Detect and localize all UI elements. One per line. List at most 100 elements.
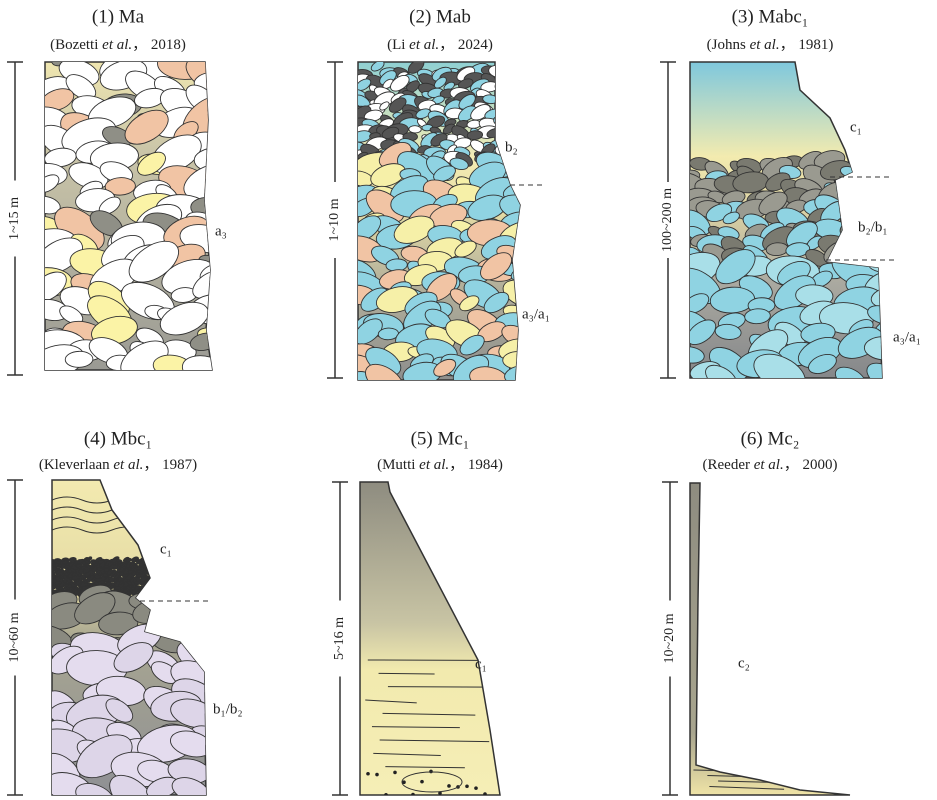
clast (152, 592, 159, 597)
clast (483, 291, 510, 314)
clast (202, 573, 206, 579)
lamina (373, 752, 441, 756)
citation-part: ， 2018) (132, 37, 186, 53)
scale-gap (331, 600, 349, 677)
dot (384, 792, 388, 795)
clast (188, 563, 195, 568)
clast (179, 559, 188, 566)
clast (179, 588, 188, 596)
clast (174, 557, 183, 565)
clast (690, 346, 705, 364)
panel-title: (3) Mabc₁ (732, 6, 809, 27)
clast (179, 570, 187, 576)
clast (182, 581, 190, 587)
scale-gap (6, 180, 24, 257)
clast (197, 584, 204, 590)
clast (147, 584, 155, 591)
clast (157, 578, 166, 584)
clast (187, 589, 195, 595)
lamina (387, 686, 490, 688)
clast (176, 562, 183, 568)
clast (506, 65, 520, 75)
clast (433, 165, 456, 182)
clast (149, 584, 156, 589)
clast (200, 557, 206, 564)
clast (174, 590, 182, 596)
clast (180, 558, 188, 564)
dot (465, 784, 469, 789)
panel-title: (6) Mc₂ (741, 428, 800, 449)
clast (203, 567, 206, 573)
facies-label: b₁/b₂ (213, 701, 243, 717)
clast (170, 589, 179, 595)
clast (131, 571, 137, 577)
clast (163, 566, 170, 571)
clast (866, 362, 882, 378)
clast (705, 364, 738, 378)
clast (188, 590, 196, 595)
clast (170, 566, 178, 573)
clast (862, 166, 882, 179)
clast (184, 572, 193, 579)
clast (183, 570, 192, 577)
clast (193, 568, 201, 574)
facies-label: c₁ (850, 119, 862, 135)
clast (454, 240, 477, 258)
clast (45, 195, 61, 215)
lamina (378, 672, 435, 675)
clast (201, 575, 206, 582)
clast (187, 568, 196, 574)
clast (863, 336, 882, 361)
clast (167, 569, 176, 576)
clast (192, 556, 201, 564)
clast (808, 353, 837, 374)
clast (171, 578, 179, 584)
panel-title: (1) Ma (92, 6, 145, 27)
clast (198, 585, 206, 592)
clast (105, 698, 134, 723)
clast (170, 730, 206, 758)
clast (459, 334, 485, 356)
facies-label: b₂ (505, 139, 518, 155)
clast (184, 588, 193, 594)
citation-part: et al. (754, 457, 784, 473)
clast (45, 174, 60, 193)
clast (152, 580, 161, 586)
clasts (45, 62, 212, 370)
clast (198, 571, 205, 577)
clast (170, 562, 179, 569)
clast (190, 582, 196, 588)
clast (365, 363, 405, 380)
clast (388, 97, 407, 113)
scale-label: 1~10 m (327, 198, 342, 241)
clast (191, 571, 199, 577)
clast (189, 564, 196, 571)
dot (366, 771, 370, 776)
clast (167, 577, 175, 584)
clast (161, 591, 170, 597)
clast (173, 576, 182, 582)
clast (148, 568, 156, 574)
clast (867, 238, 882, 249)
clast (186, 571, 195, 577)
facies-label: c₁ (160, 541, 172, 557)
clast (193, 147, 212, 173)
citation-part: ， 1987) (143, 457, 197, 473)
clast (166, 567, 174, 573)
clast (459, 295, 480, 312)
clast (480, 252, 513, 281)
log-column (689, 482, 851, 796)
clast (153, 574, 160, 580)
clast (494, 114, 508, 123)
clast (201, 564, 206, 570)
clast (198, 571, 205, 578)
clast (150, 563, 157, 568)
clast (161, 586, 169, 592)
clast (157, 570, 166, 577)
clast (493, 113, 517, 128)
clast (507, 84, 520, 97)
citation-part: (Mutti (377, 457, 419, 473)
citation-part: et al. (750, 37, 780, 53)
clast (179, 573, 188, 580)
scale-gap (326, 182, 344, 258)
